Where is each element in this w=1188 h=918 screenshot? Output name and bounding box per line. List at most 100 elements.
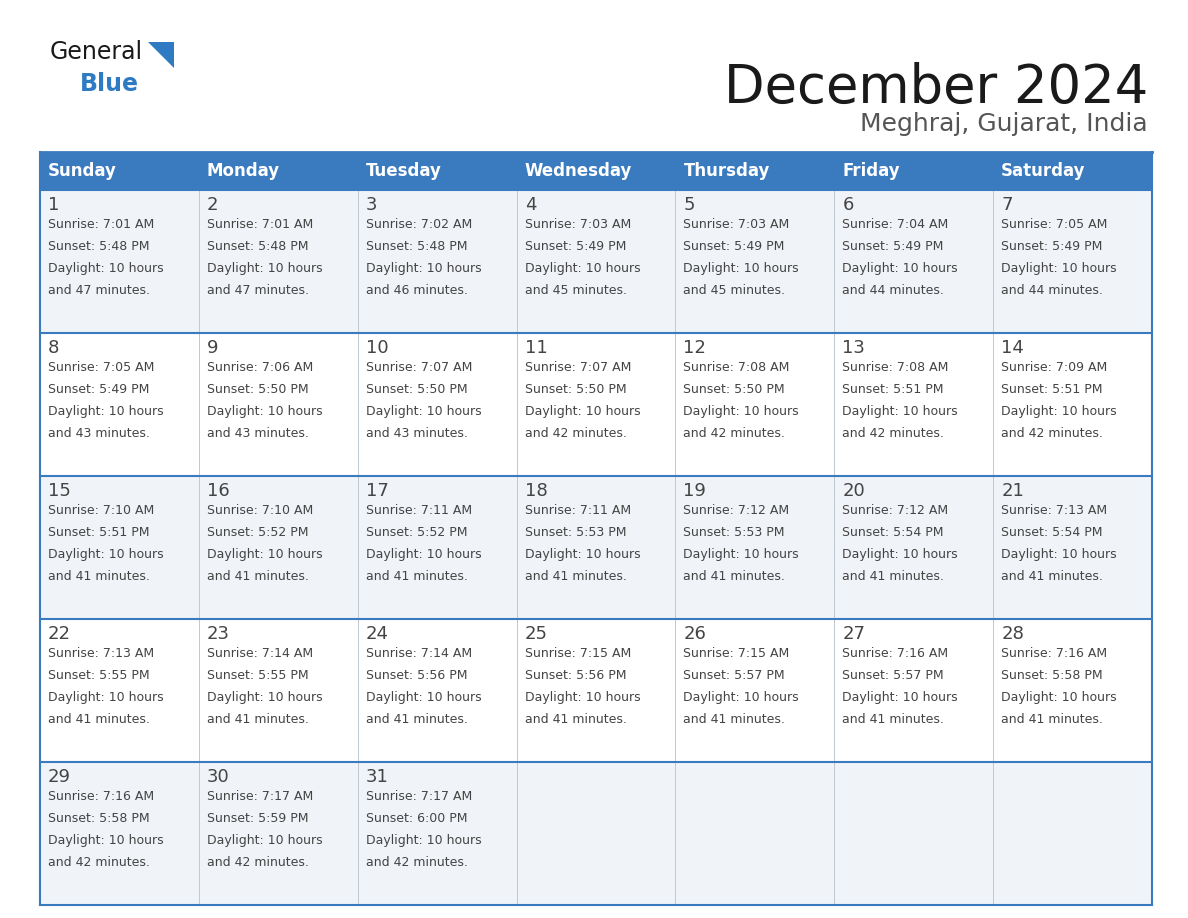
Text: 12: 12	[683, 339, 707, 357]
Text: Sunrise: 7:17 AM: Sunrise: 7:17 AM	[207, 790, 314, 803]
Text: Sunrise: 7:11 AM: Sunrise: 7:11 AM	[525, 504, 631, 517]
Text: and 44 minutes.: and 44 minutes.	[842, 285, 944, 297]
Text: Sunrise: 7:16 AM: Sunrise: 7:16 AM	[842, 647, 948, 660]
Text: Daylight: 10 hours: Daylight: 10 hours	[48, 263, 164, 275]
Text: Thursday: Thursday	[683, 162, 770, 180]
Text: Daylight: 10 hours: Daylight: 10 hours	[525, 263, 640, 275]
Text: Sunrise: 7:01 AM: Sunrise: 7:01 AM	[48, 218, 154, 231]
Text: and 41 minutes.: and 41 minutes.	[366, 713, 468, 726]
Text: 14: 14	[1001, 339, 1024, 357]
Text: 11: 11	[525, 339, 548, 357]
Text: Sunset: 5:50 PM: Sunset: 5:50 PM	[683, 383, 785, 397]
Bar	[676, 152, 834, 190]
Text: Sunset: 5:58 PM: Sunset: 5:58 PM	[1001, 669, 1102, 682]
Text: Sunrise: 7:04 AM: Sunrise: 7:04 AM	[842, 218, 948, 231]
Text: Sunset: 5:51 PM: Sunset: 5:51 PM	[48, 526, 150, 539]
Text: Sunrise: 7:17 AM: Sunrise: 7:17 AM	[366, 790, 472, 803]
Text: Sunset: 5:49 PM: Sunset: 5:49 PM	[525, 241, 626, 253]
Text: Daylight: 10 hours: Daylight: 10 hours	[207, 548, 322, 561]
Text: Daylight: 10 hours: Daylight: 10 hours	[207, 691, 322, 704]
Text: Daylight: 10 hours: Daylight: 10 hours	[48, 548, 164, 561]
Text: Daylight: 10 hours: Daylight: 10 hours	[525, 548, 640, 561]
Text: Daylight: 10 hours: Daylight: 10 hours	[842, 263, 958, 275]
Text: Sunrise: 7:11 AM: Sunrise: 7:11 AM	[366, 504, 472, 517]
Text: and 41 minutes.: and 41 minutes.	[525, 570, 626, 584]
Text: Sunrise: 7:07 AM: Sunrise: 7:07 AM	[525, 361, 631, 374]
Polygon shape	[148, 42, 173, 68]
Text: Sunset: 5:57 PM: Sunset: 5:57 PM	[842, 669, 944, 682]
Text: Sunset: 5:52 PM: Sunset: 5:52 PM	[207, 526, 309, 539]
Text: Sunrise: 7:02 AM: Sunrise: 7:02 AM	[366, 218, 472, 231]
Text: Tuesday: Tuesday	[366, 162, 442, 180]
Text: December 2024: December 2024	[723, 62, 1148, 114]
Text: 24: 24	[366, 625, 388, 643]
Text: 30: 30	[207, 768, 229, 786]
Text: 27: 27	[842, 625, 865, 643]
Text: 16: 16	[207, 482, 229, 500]
Text: Sunrise: 7:03 AM: Sunrise: 7:03 AM	[683, 218, 790, 231]
Text: Sunset: 5:51 PM: Sunset: 5:51 PM	[842, 383, 943, 397]
Text: Daylight: 10 hours: Daylight: 10 hours	[207, 834, 322, 847]
Text: Daylight: 10 hours: Daylight: 10 hours	[48, 834, 164, 847]
Bar	[517, 152, 676, 190]
Text: and 42 minutes.: and 42 minutes.	[683, 428, 785, 441]
Text: and 41 minutes.: and 41 minutes.	[842, 713, 944, 726]
Text: Sunset: 5:53 PM: Sunset: 5:53 PM	[525, 526, 626, 539]
Text: Daylight: 10 hours: Daylight: 10 hours	[1001, 406, 1117, 419]
Text: Blue: Blue	[80, 72, 139, 96]
Text: and 41 minutes.: and 41 minutes.	[207, 570, 309, 584]
Text: Sunset: 5:54 PM: Sunset: 5:54 PM	[1001, 526, 1102, 539]
Text: Sunset: 5:55 PM: Sunset: 5:55 PM	[207, 669, 309, 682]
Text: and 41 minutes.: and 41 minutes.	[683, 713, 785, 726]
Text: and 45 minutes.: and 45 minutes.	[683, 285, 785, 297]
Text: Sunrise: 7:12 AM: Sunrise: 7:12 AM	[683, 504, 790, 517]
Text: 10: 10	[366, 339, 388, 357]
Text: 6: 6	[842, 196, 854, 214]
Text: Sunset: 5:55 PM: Sunset: 5:55 PM	[48, 669, 150, 682]
Text: 2: 2	[207, 196, 219, 214]
Text: Sunrise: 7:15 AM: Sunrise: 7:15 AM	[683, 647, 790, 660]
Text: Sunrise: 7:13 AM: Sunrise: 7:13 AM	[48, 647, 154, 660]
Text: Sunrise: 7:08 AM: Sunrise: 7:08 AM	[842, 361, 949, 374]
Text: 13: 13	[842, 339, 865, 357]
Text: and 42 minutes.: and 42 minutes.	[842, 428, 944, 441]
Text: Sunset: 5:48 PM: Sunset: 5:48 PM	[48, 241, 150, 253]
Text: Daylight: 10 hours: Daylight: 10 hours	[683, 406, 800, 419]
Text: Sunset: 5:50 PM: Sunset: 5:50 PM	[207, 383, 309, 397]
Text: Sunset: 6:00 PM: Sunset: 6:00 PM	[366, 812, 467, 825]
Text: Sunrise: 7:14 AM: Sunrise: 7:14 AM	[207, 647, 312, 660]
Text: Monday: Monday	[207, 162, 280, 180]
Text: Daylight: 10 hours: Daylight: 10 hours	[842, 548, 958, 561]
Text: and 41 minutes.: and 41 minutes.	[842, 570, 944, 584]
Text: and 41 minutes.: and 41 minutes.	[48, 713, 150, 726]
Text: Daylight: 10 hours: Daylight: 10 hours	[525, 691, 640, 704]
Text: and 41 minutes.: and 41 minutes.	[525, 713, 626, 726]
Text: 3: 3	[366, 196, 378, 214]
Text: 25: 25	[525, 625, 548, 643]
Text: Sunset: 5:53 PM: Sunset: 5:53 PM	[683, 526, 785, 539]
Text: Sunrise: 7:01 AM: Sunrise: 7:01 AM	[207, 218, 314, 231]
Text: 28: 28	[1001, 625, 1024, 643]
Text: 18: 18	[525, 482, 548, 500]
Text: Sunrise: 7:08 AM: Sunrise: 7:08 AM	[683, 361, 790, 374]
Text: Sunset: 5:49 PM: Sunset: 5:49 PM	[48, 383, 150, 397]
Text: Sunset: 5:50 PM: Sunset: 5:50 PM	[525, 383, 626, 397]
Text: Saturday: Saturday	[1001, 162, 1086, 180]
Text: and 43 minutes.: and 43 minutes.	[366, 428, 468, 441]
Text: and 47 minutes.: and 47 minutes.	[207, 285, 309, 297]
Text: and 43 minutes.: and 43 minutes.	[207, 428, 309, 441]
Text: and 42 minutes.: and 42 minutes.	[48, 856, 150, 869]
Text: and 41 minutes.: and 41 minutes.	[1001, 713, 1102, 726]
Text: Sunset: 5:50 PM: Sunset: 5:50 PM	[366, 383, 467, 397]
Text: and 41 minutes.: and 41 minutes.	[1001, 570, 1102, 584]
Text: Sunset: 5:56 PM: Sunset: 5:56 PM	[525, 669, 626, 682]
Text: Daylight: 10 hours: Daylight: 10 hours	[683, 263, 800, 275]
Text: Sunset: 5:59 PM: Sunset: 5:59 PM	[207, 812, 309, 825]
Text: Daylight: 10 hours: Daylight: 10 hours	[207, 263, 322, 275]
Text: Daylight: 10 hours: Daylight: 10 hours	[366, 406, 481, 419]
Text: Daylight: 10 hours: Daylight: 10 hours	[48, 691, 164, 704]
Text: Daylight: 10 hours: Daylight: 10 hours	[366, 691, 481, 704]
Text: and 45 minutes.: and 45 minutes.	[525, 285, 626, 297]
Text: and 41 minutes.: and 41 minutes.	[366, 570, 468, 584]
Text: Sunrise: 7:06 AM: Sunrise: 7:06 AM	[207, 361, 314, 374]
